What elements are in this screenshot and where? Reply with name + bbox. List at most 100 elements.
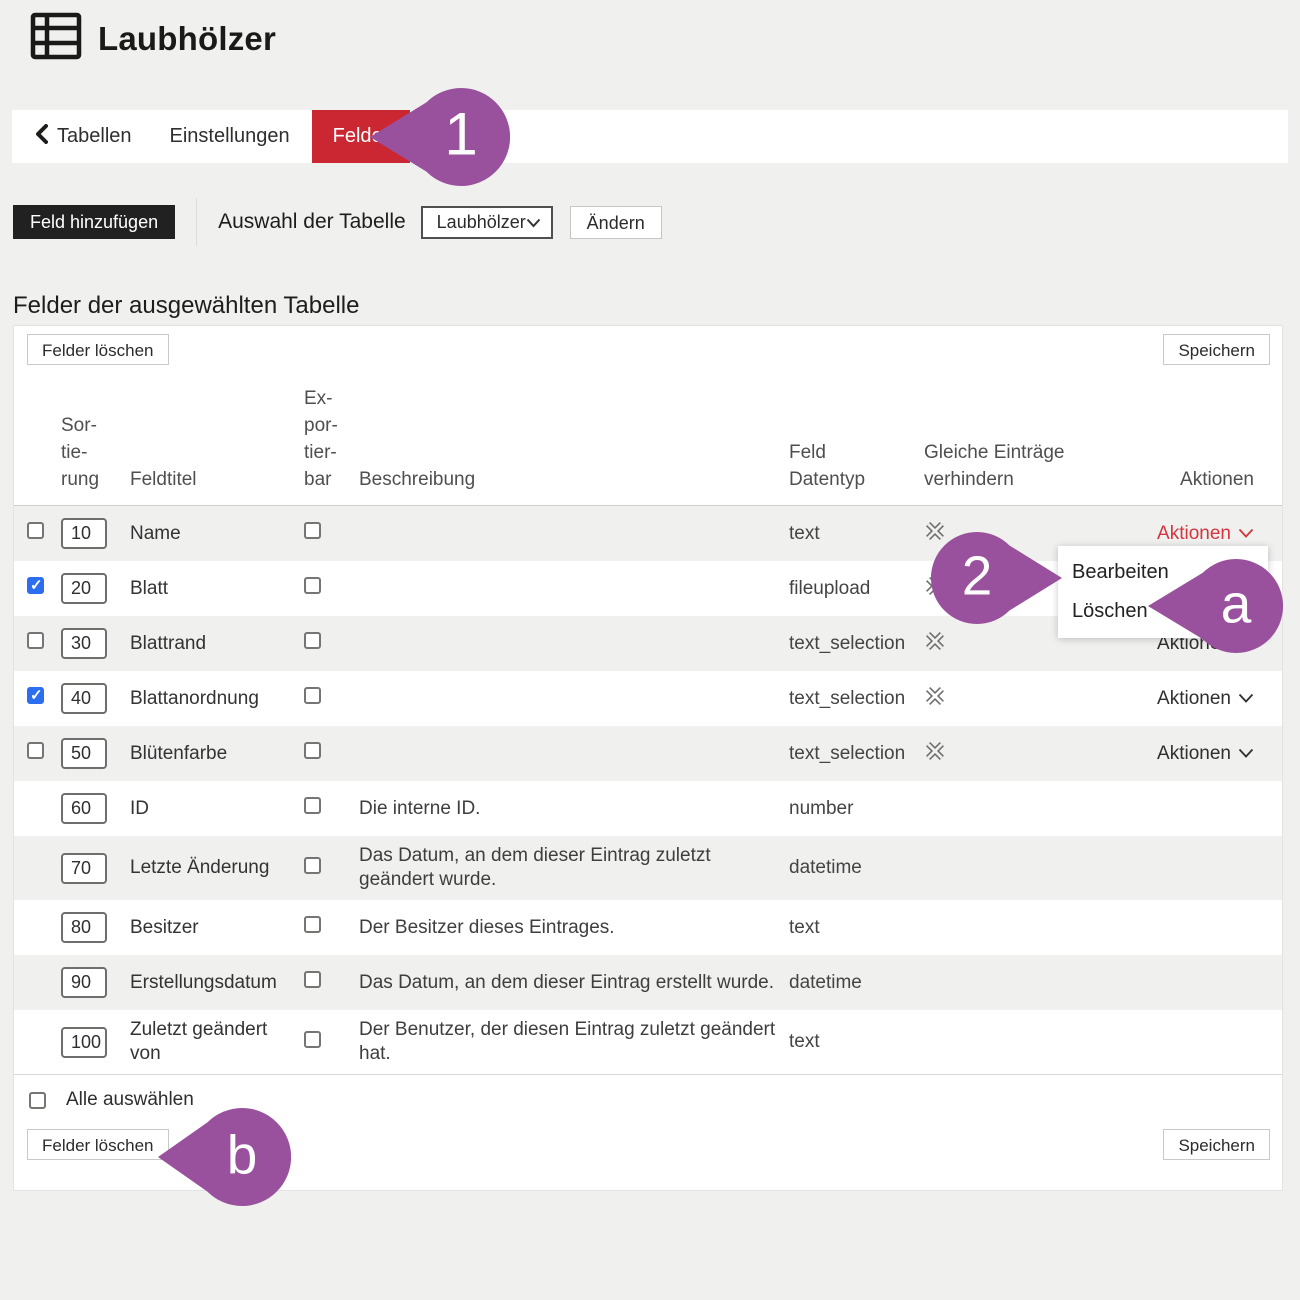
callout-2: 2 (930, 532, 1062, 624)
table-row: Letzte Änderung Das Datum, an dem dieser… (14, 836, 1282, 900)
exportable-checkbox[interactable] (304, 916, 321, 933)
row-actions-label: Aktionen (1157, 742, 1231, 764)
sort-input[interactable] (61, 912, 107, 943)
table-row: Erstellungsdatum Das Datum, an dem diese… (14, 955, 1282, 1010)
field-title: Zuletzt geändert von (130, 1019, 268, 1064)
row-select-checkbox[interactable] (27, 522, 44, 539)
field-title: Letzte Änderung (130, 857, 270, 878)
table-row: Name text Aktionen (14, 506, 1282, 561)
field-title: Erstellungsdatum (130, 971, 277, 993)
callout-1: 1 (370, 88, 511, 186)
callout-2-label: 2 (961, 544, 993, 607)
column-header-datatype: Feld Datentyp (789, 442, 866, 490)
exportable-checkbox[interactable] (304, 971, 321, 988)
navbar: Tabellen Einstellungen Felder (12, 110, 1288, 163)
callout-b: b (158, 1108, 292, 1206)
sort-input[interactable] (61, 683, 107, 714)
exportable-checkbox[interactable] (304, 687, 321, 704)
menu-item-bearbeiten[interactable]: Bearbeiten (1072, 561, 1169, 583)
prevent-duplicates-icon (924, 685, 946, 713)
row-actions-label: Aktionen (1157, 687, 1231, 709)
callout-b-label: b (226, 1123, 258, 1186)
select-all-label: Alle auswählen (66, 1089, 194, 1110)
sort-input[interactable] (61, 518, 107, 549)
field-datatype: text_selection (789, 632, 906, 654)
change-table-button[interactable]: Ändern (569, 205, 662, 239)
callout-a: a (1148, 559, 1284, 653)
exportable-checkbox[interactable] (304, 742, 321, 759)
row-select-checkbox[interactable] (27, 632, 44, 649)
delete-fields-button-top[interactable]: Felder löschen (27, 334, 169, 365)
chevron-down-icon (1238, 523, 1254, 545)
row-actions-link[interactable]: Aktionen (1157, 523, 1254, 545)
field-title: Besitzer (130, 916, 199, 938)
field-description: Der Benutzer, der diesen Eintrag zuletzt… (359, 1019, 776, 1064)
table-row: Besitzer Der Besitzer dieses Eintrages. … (14, 900, 1282, 955)
row-actions-link[interactable]: Aktionen (1157, 743, 1254, 765)
sort-input[interactable] (61, 573, 107, 604)
field-title: Name (130, 522, 181, 544)
row-actions-link[interactable]: Aktionen (1157, 688, 1254, 710)
field-title: Blattanordnung (130, 687, 259, 709)
prevent-duplicates-icon (924, 520, 946, 548)
table-row: Blattanordnung text_selection Aktionen (14, 671, 1282, 726)
save-button-top[interactable]: Speichern (1163, 334, 1270, 365)
exportable-checkbox[interactable] (304, 632, 321, 649)
section-heading: Felder der ausgewählten Tabelle (13, 292, 360, 319)
save-button-bottom[interactable]: Speichern (1163, 1129, 1270, 1160)
fields-table-body: Name text Aktionen (14, 506, 1282, 1074)
nav-back-tables[interactable]: Tabellen (35, 110, 132, 163)
sort-input[interactable] (61, 738, 107, 769)
page-header: Laubhölzer (30, 12, 276, 65)
nav-back-label: Tabellen (57, 125, 132, 147)
sort-input[interactable] (61, 967, 107, 998)
exportable-checkbox[interactable] (304, 1030, 321, 1048)
exportable-checkbox[interactable] (304, 522, 321, 539)
field-datatype: text_selection (789, 742, 906, 764)
field-datatype: datetime (789, 971, 862, 993)
field-description: Die interne ID. (359, 797, 481, 819)
field-datatype: text (789, 916, 820, 938)
row-select-checkbox[interactable] (27, 742, 44, 759)
tab-einstellungen[interactable]: Einstellungen (169, 125, 290, 147)
table-select-label: Auswahl der Tabelle (218, 210, 406, 233)
field-title: ID (130, 797, 149, 819)
toolbar-divider (196, 198, 198, 246)
field-datatype: fileupload (789, 577, 871, 599)
field-description: Der Besitzer dieses Eintrages. (359, 916, 615, 938)
field-description: Das Datum, an dem dieser Eintrag zuletzt… (359, 845, 711, 890)
field-datatype: text (789, 522, 820, 544)
prevent-duplicates-icon (924, 630, 946, 658)
row-actions-label: Aktionen (1157, 522, 1231, 544)
select-all-checkbox[interactable] (29, 1091, 46, 1109)
column-header-title: Feldtitel (130, 469, 197, 490)
add-field-button[interactable]: Feld hinzufügen (13, 205, 176, 239)
table-row: Blütenfarbe text_selection Aktionen (14, 726, 1282, 781)
chevron-down-icon (526, 212, 541, 233)
sort-input[interactable] (61, 793, 107, 824)
exportable-checkbox[interactable] (304, 856, 321, 874)
card-footer: Alle auswählen Felder löschen Speichern (14, 1074, 1282, 1176)
row-select-checkbox[interactable] (27, 686, 44, 704)
column-header-prevent-duplicates: Gleiche Einträge verhindern (924, 442, 1065, 490)
prevent-duplicates-icon (924, 740, 946, 768)
table-column-headers: Sor- tie- rung Feldtitel Ex- por- tier- … (14, 365, 1282, 506)
table-select[interactable]: Laubhölzer (420, 205, 553, 239)
field-title: Blütenfarbe (130, 742, 228, 764)
chevron-down-icon (1238, 688, 1254, 710)
column-header-description: Beschreibung (359, 469, 476, 490)
exportable-checkbox[interactable] (304, 577, 321, 594)
sort-input[interactable] (61, 852, 107, 884)
delete-fields-button-bottom[interactable]: Felder löschen (27, 1129, 169, 1160)
sort-input[interactable] (61, 628, 107, 659)
column-header-sort: Sor- tie- rung (61, 415, 100, 490)
field-datatype: number (789, 797, 854, 819)
field-datatype: text_selection (789, 687, 906, 709)
field-title: Blatt (130, 577, 169, 599)
exportable-checkbox[interactable] (304, 797, 321, 814)
row-select-checkbox[interactable] (27, 576, 44, 594)
table-row: Zuletzt geändert von Der Benutzer, der d… (14, 1010, 1282, 1074)
sort-input[interactable] (61, 1026, 107, 1058)
menu-item-loeschen[interactable]: Löschen (1072, 600, 1148, 622)
page-title: Laubhölzer (98, 19, 277, 57)
